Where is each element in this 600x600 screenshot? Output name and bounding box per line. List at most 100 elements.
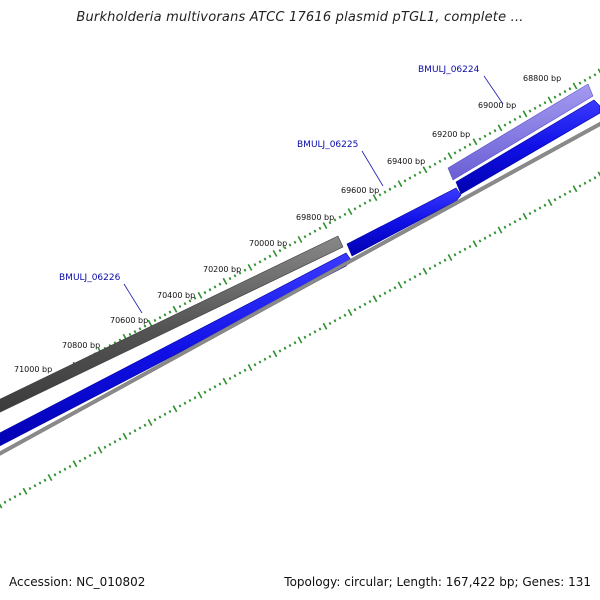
inner-ruler-tick xyxy=(483,236,487,240)
tick-label-69400: 69400 bp xyxy=(387,157,425,166)
inner-ruler-ticks xyxy=(0,171,600,509)
outer-ruler-tick xyxy=(483,134,487,138)
gene-bmulj-06224-arc[interactable] xyxy=(447,83,594,181)
inner-ruler-tick xyxy=(72,460,78,468)
outer-ruler-tick xyxy=(572,82,578,90)
outer-ruler-tick xyxy=(438,159,442,163)
inner-ruler-tick xyxy=(188,398,192,403)
outer-ruler-tick xyxy=(568,87,572,91)
inner-ruler-tick xyxy=(297,336,303,344)
outer-ruler-tick xyxy=(547,96,553,104)
inner-ruler-tick xyxy=(363,302,367,306)
inner-ruler-tick xyxy=(233,374,237,378)
outer-ruler-tick xyxy=(288,243,292,247)
inner-ruler-tick xyxy=(578,184,582,188)
outer-ruler-tick xyxy=(403,179,407,183)
outer-ruler-tick xyxy=(178,304,182,309)
topology-summary-text: Topology: circular; Length: 167,422 bp; … xyxy=(284,575,591,589)
inner-ruler-tick xyxy=(68,464,72,469)
inner-ruler-tick xyxy=(418,272,422,276)
tick-label-70800: 70800 bp xyxy=(62,341,100,350)
tick-label-69600: 69600 bp xyxy=(341,186,379,195)
outer-ruler-tick xyxy=(353,207,357,211)
outer-ruler-tick xyxy=(433,162,437,166)
inner-ruler-tick xyxy=(403,280,407,284)
outer-ruler-tick xyxy=(443,156,447,161)
outer-ruler-tick xyxy=(168,310,172,314)
outer-ruler-tick xyxy=(538,103,542,108)
inner-ruler-tick xyxy=(133,429,137,433)
inner-ruler-tick xyxy=(147,419,153,426)
inner-ruler-tick xyxy=(183,401,187,405)
inner-ruler-tick xyxy=(488,233,492,238)
inner-ruler-tick xyxy=(33,484,37,488)
tick-label-69200: 69200 bp xyxy=(432,130,470,139)
outer-ruler-tick xyxy=(593,73,597,77)
outer-ruler-tick xyxy=(133,330,137,334)
outer-ruler-tick xyxy=(522,110,528,118)
outer-ruler-tick xyxy=(197,291,203,299)
outer-ruler-tick xyxy=(233,274,237,278)
inner-ruler-tick xyxy=(558,195,562,199)
outer-ruler-tick xyxy=(413,173,417,177)
inner-ruler-tick xyxy=(433,264,437,268)
outer-ruler-tick xyxy=(283,246,287,250)
outer-ruler-tick xyxy=(493,129,497,133)
outer-ruler-tick xyxy=(303,235,307,239)
inner-ruler-tick xyxy=(158,415,162,419)
gene-label-bmulj-06224[interactable]: BMULJ_06224 xyxy=(418,65,504,105)
inner-ruler-tick xyxy=(358,305,362,309)
inner-ruler-tick xyxy=(547,199,553,206)
outer-ruler-tick xyxy=(268,254,272,258)
inner-ruler-tick xyxy=(597,171,600,177)
inner-ruler-tick xyxy=(197,391,203,399)
gene-blue-upper-arc[interactable] xyxy=(455,99,600,195)
inner-ruler-tick xyxy=(568,189,572,194)
gene-label-bmulj-06226[interactable]: BMULJ_06226 xyxy=(59,273,143,314)
outer-ruler-tick xyxy=(278,249,282,253)
gene-label-bmulj-06225[interactable]: BMULJ_06225 xyxy=(297,140,384,187)
svg-text:BMULJ_06226: BMULJ_06226 xyxy=(59,273,121,283)
inner-ruler-tick xyxy=(168,409,172,414)
outer-ruler-tick xyxy=(418,170,422,175)
outer-ruler-tick xyxy=(458,148,462,152)
inner-ruler-tick xyxy=(22,487,28,495)
outer-ruler-tick xyxy=(243,268,247,272)
outer-ruler-tick xyxy=(588,75,592,80)
outer-ruler-tick xyxy=(158,316,162,320)
outer-ruler-tick xyxy=(172,305,178,313)
outer-ruler-tick xyxy=(488,131,492,136)
outer-ruler-tick xyxy=(347,208,353,215)
inner-ruler-tick xyxy=(343,313,347,317)
inner-ruler-tick xyxy=(263,357,267,361)
inner-ruler-tick xyxy=(572,185,578,193)
outer-ruler-tick xyxy=(308,232,312,236)
inner-ruler-tick xyxy=(58,470,62,474)
outer-ruler-tick xyxy=(333,218,337,222)
inner-ruler-tick xyxy=(308,332,312,337)
tick-label-68800: 68800 bp xyxy=(523,74,561,83)
inner-ruler-tick xyxy=(347,309,353,316)
inner-ruler-tick xyxy=(322,322,328,330)
outer-ruler-tick xyxy=(368,198,372,203)
inner-ruler-tick xyxy=(193,396,197,400)
inner-ruler-tick xyxy=(388,288,392,293)
inner-ruler-tick xyxy=(528,211,532,216)
outer-ruler-tick xyxy=(138,327,142,331)
inner-ruler-tick xyxy=(178,404,182,408)
inner-ruler-tick xyxy=(163,412,167,416)
inner-ruler-tick xyxy=(513,220,517,224)
inner-ruler-tick xyxy=(228,376,232,381)
gene-bmulj-06226-arc[interactable] xyxy=(0,252,352,451)
inner-ruler-tick xyxy=(222,377,228,385)
feature-grey-upper[interactable] xyxy=(0,235,344,417)
inner-ruler-tick xyxy=(518,217,522,221)
backbone-line xyxy=(0,121,600,456)
outer-ruler-tick xyxy=(503,123,507,127)
inner-ruler-tick xyxy=(143,423,147,427)
outer-ruler-tick xyxy=(563,89,567,94)
gene-bmulj-06225-arc[interactable] xyxy=(346,187,462,257)
outer-ruler-tick xyxy=(328,221,332,225)
outer-ruler-tick xyxy=(358,204,362,208)
